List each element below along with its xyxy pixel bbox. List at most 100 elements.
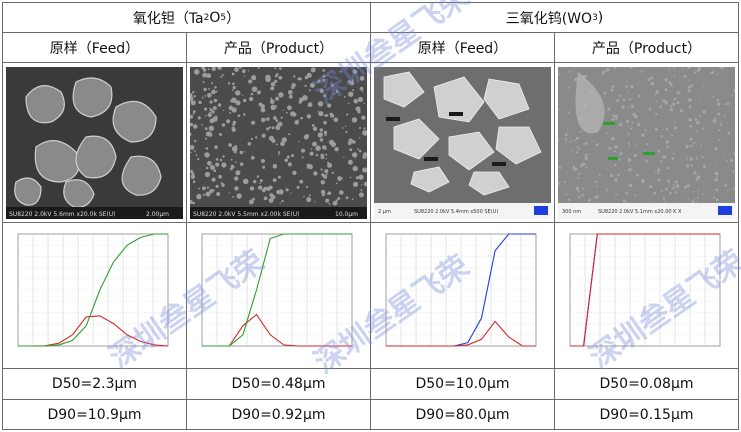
particle (690, 163, 693, 167)
particle (273, 115, 277, 120)
particle (330, 113, 335, 118)
particle (275, 106, 278, 108)
particle (303, 195, 305, 197)
particle (349, 147, 353, 151)
particle (614, 163, 617, 166)
particle (190, 151, 192, 153)
particle (716, 102, 721, 106)
particle (192, 109, 196, 113)
particle (248, 96, 254, 101)
particle (325, 198, 330, 203)
particle (606, 187, 609, 190)
particle (238, 66, 242, 69)
particle (260, 107, 266, 112)
particle (572, 167, 576, 170)
particle (657, 148, 661, 152)
particle (354, 157, 356, 159)
particle (281, 199, 284, 202)
particle (196, 193, 202, 199)
particle (630, 104, 634, 108)
column-header-product-2: 产品（Product） (554, 32, 739, 63)
particle (628, 183, 633, 187)
particle (688, 117, 693, 121)
particle (662, 154, 666, 159)
particle (198, 187, 201, 189)
d50-value: D50=0.08μm (554, 368, 739, 400)
particle (248, 78, 253, 84)
particle (331, 171, 334, 174)
particle (274, 79, 278, 83)
particle (190, 99, 196, 105)
particle (209, 107, 213, 111)
particle (204, 151, 210, 158)
particle (249, 185, 255, 191)
particle (724, 183, 727, 186)
particle (271, 196, 275, 199)
particle (266, 186, 271, 191)
particle (263, 186, 268, 190)
particle (327, 190, 332, 195)
particle (213, 98, 218, 102)
particle (358, 191, 364, 197)
particle (676, 100, 680, 104)
sem-image-cell-1: SU8220 2.0kV 5.6mm x20.0k SE(U) 2.00μm (2, 62, 187, 223)
particle (312, 126, 318, 131)
particle (221, 161, 227, 168)
particle (671, 156, 675, 160)
particle (676, 90, 680, 94)
particle (698, 97, 700, 100)
particle (693, 170, 697, 174)
particle (634, 115, 637, 118)
particle (272, 163, 278, 168)
particle (699, 114, 702, 117)
sem-scale: 2 μm (378, 209, 391, 215)
particle (270, 185, 273, 187)
particle (275, 143, 278, 145)
particle (644, 149, 646, 151)
particle (667, 166, 670, 169)
particle (355, 175, 359, 179)
particle (217, 66, 223, 70)
sem-image-cell-4: 300 nm SU8220 2.0kV 5.1mm x20.00 K X (554, 62, 739, 223)
psd-chart-cell-4 (554, 222, 739, 369)
particle (308, 88, 311, 91)
particle (219, 132, 222, 136)
particle (696, 174, 701, 179)
particle (300, 148, 306, 153)
particle (192, 201, 195, 204)
particle (650, 76, 654, 79)
particle (726, 101, 730, 105)
psd-chart-cell-1 (2, 222, 187, 369)
particle (624, 169, 626, 172)
particle (269, 192, 274, 197)
d90-value: D90=10.9μm (2, 399, 187, 430)
particle (353, 98, 359, 103)
particle (234, 151, 237, 153)
particle (611, 117, 615, 121)
particle (676, 183, 680, 188)
particle (630, 127, 633, 129)
particle (645, 159, 648, 162)
particle (327, 162, 333, 168)
particle (221, 73, 224, 76)
particle (610, 88, 614, 92)
particle (334, 146, 339, 151)
particle (204, 94, 207, 97)
particle (215, 115, 218, 118)
particle (336, 182, 338, 184)
particle (324, 113, 327, 117)
sem-scale: 10.0μm (335, 211, 358, 218)
particle (363, 102, 365, 104)
particle (232, 195, 234, 198)
particle (192, 90, 195, 93)
sem-image-cell-3: 2 μm SU8220 2.0kV 5.4mm x500 SE(U) (370, 62, 555, 223)
particle (361, 115, 366, 120)
group-label: 三氧化钨(WO (505, 10, 593, 27)
particle (690, 144, 693, 147)
particle (634, 143, 637, 146)
particle (191, 171, 195, 175)
particle (280, 140, 285, 146)
particle (712, 95, 715, 98)
particle (359, 126, 361, 129)
particle (190, 123, 192, 126)
